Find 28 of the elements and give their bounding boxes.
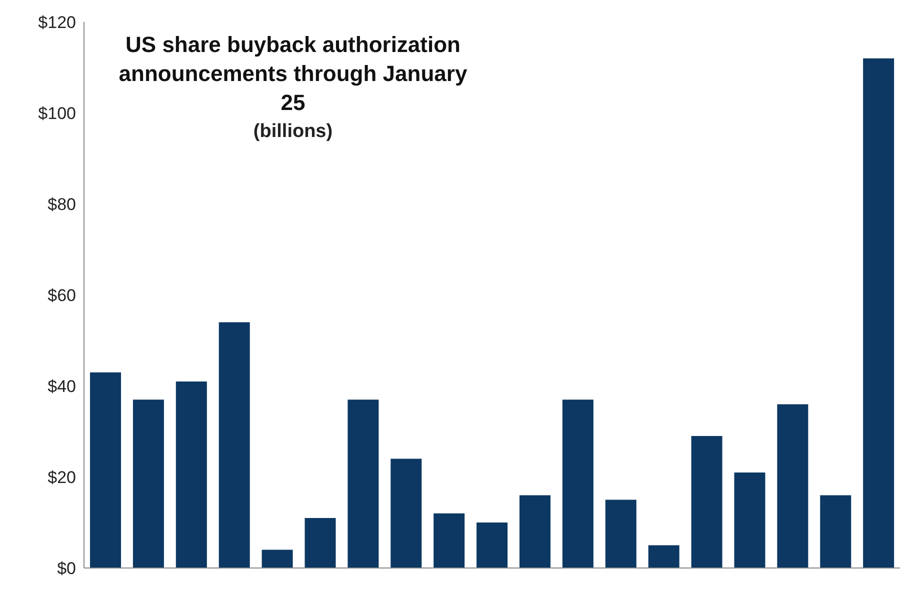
bar <box>519 495 550 568</box>
y-tick-label: $20 <box>48 468 76 488</box>
bar <box>863 58 894 568</box>
bar <box>476 522 508 568</box>
bar <box>734 472 766 568</box>
bar <box>304 518 336 568</box>
bar <box>434 513 465 568</box>
y-tick-label: $0 <box>57 559 76 578</box>
y-tick-label: $100 <box>38 104 76 124</box>
bar <box>132 400 164 568</box>
y-tick-label: $40 <box>48 377 76 396</box>
text: US share buyback authorization announcements through January 25 <box>118 31 468 117</box>
bar <box>777 404 808 568</box>
bar <box>390 458 422 568</box>
bar <box>176 381 207 568</box>
bar <box>605 500 636 568</box>
bar <box>262 550 293 568</box>
bar <box>562 400 594 568</box>
bar <box>691 436 722 568</box>
y-tick-label: $60 <box>48 286 76 306</box>
bar <box>218 322 250 568</box>
bar <box>90 372 122 568</box>
y-tick-label: $120 <box>38 13 76 32</box>
text: (billions) <box>252 121 334 143</box>
y-tick-label: $80 <box>48 195 76 214</box>
bar <box>820 495 852 568</box>
bar <box>648 545 680 568</box>
bar <box>348 400 379 568</box>
